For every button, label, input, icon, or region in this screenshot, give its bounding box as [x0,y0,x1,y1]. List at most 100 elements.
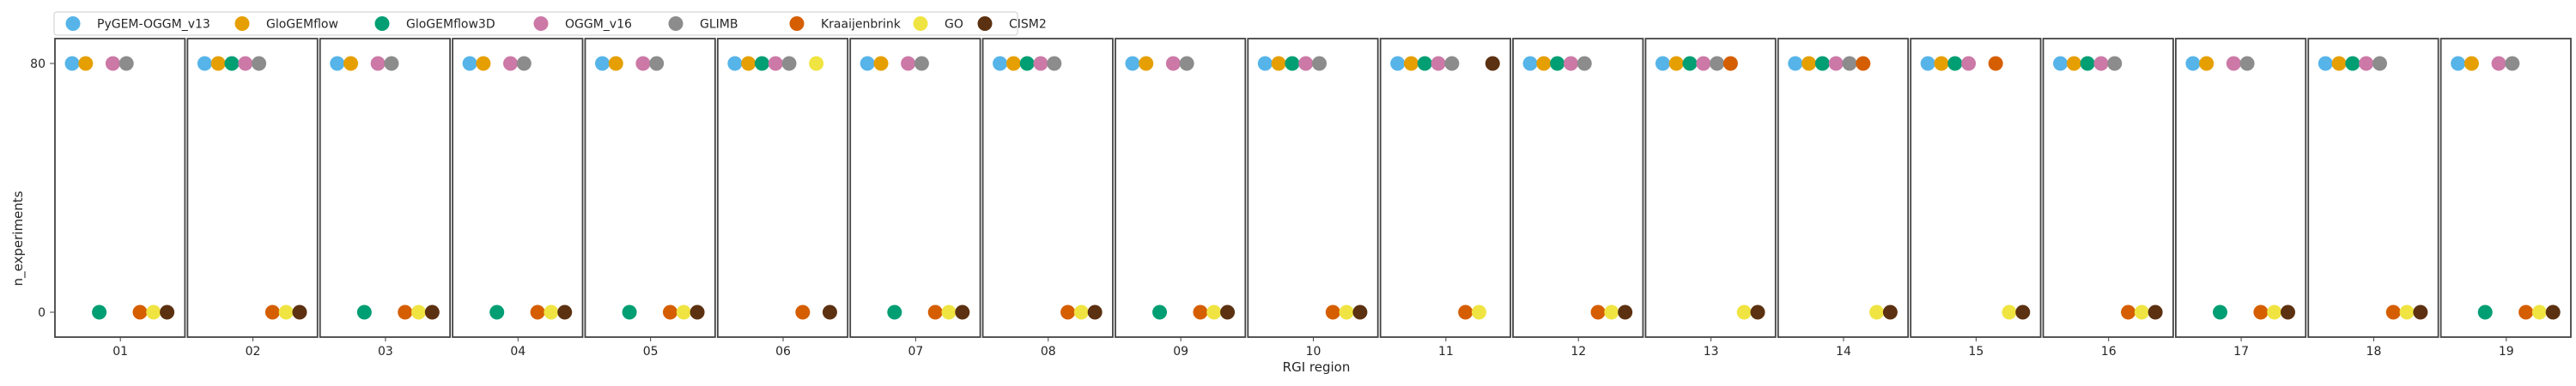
data-point [2385,305,2401,320]
x-tick-label: 15 [1968,345,1984,359]
legend-label: CISM2 [1009,18,1047,32]
data-point [2015,305,2031,320]
legend-label: OGGM_v16 [565,18,632,32]
data-point [1750,305,1765,320]
data-point [503,56,519,71]
data-point [476,56,491,71]
data-point [1271,56,1286,71]
legend-marker [913,16,928,31]
data-point [1087,305,1103,320]
data-point [1522,56,1538,71]
x-axis-label: RGI region [1283,359,1351,375]
region-panel [584,38,716,338]
data-point [1471,305,1486,320]
data-point [1206,305,1222,320]
data-point [1618,305,1633,320]
data-point [1934,56,1949,71]
data-point [2518,305,2534,320]
data-point [1444,56,1460,71]
x-tick-label: 11 [1438,345,1454,359]
data-point [1352,305,1368,320]
data-point [210,56,226,71]
legend-label: GO [945,18,963,32]
data-point [2226,56,2241,71]
data-point [2331,56,2347,71]
data-point [132,305,148,320]
legend-item: GloGEMflow [234,16,338,32]
data-point [146,305,161,320]
legend-label: PyGEM-OGGM_v13 [97,18,210,32]
data-point [1417,56,1432,71]
legend-item: GloGEMflow3D [374,16,495,32]
data-point [1710,56,1725,71]
data-point [1390,56,1406,71]
data-point [1536,56,1552,71]
legend-marker [533,16,549,31]
data-point [1696,56,1711,71]
data-point [1165,56,1181,71]
data-point [1485,56,1500,71]
data-point [1298,56,1314,71]
data-point [424,305,440,320]
data-point [252,56,267,71]
region-panel [319,38,452,338]
data-point [1060,305,1076,320]
data-point [941,305,957,320]
data-point [118,56,134,71]
data-point [557,305,573,320]
data-point [1842,56,1857,71]
legend-item: GLIMB [668,16,738,32]
data-point [356,305,372,320]
region-panel [1777,38,1910,338]
data-point [2505,56,2520,71]
data-point [2464,56,2479,71]
data-point [398,305,413,320]
data-point [781,56,797,71]
data-point [1801,56,1817,71]
data-point [2199,56,2215,71]
x-tick-label: 03 [378,345,393,359]
data-point [2372,56,2387,71]
x-tick-label: 01 [112,345,128,359]
data-point [1988,56,2003,71]
data-point [411,305,427,320]
data-point [2239,56,2255,71]
data-point [622,305,637,320]
data-point [1655,56,1670,71]
data-point [1550,56,1565,71]
data-point [1947,56,1963,71]
data-point [1220,305,1236,320]
data-point [92,305,107,320]
x-tick-label: 18 [2366,345,2382,359]
data-point [292,305,307,320]
data-point [1961,56,1977,71]
data-point [64,56,80,71]
data-point [224,56,240,71]
data-point [2345,56,2360,71]
legend: PyGEM-OGGM_v13 GloGEMflow GloGEMflow3D OGGM… [53,11,1047,36]
data-point [1019,56,1035,71]
data-point [1604,305,1619,320]
x-tick-label: 13 [1704,345,1719,359]
data-point [462,56,477,71]
legend-item: PyGEM-OGGM_v13 [65,16,210,32]
data-point [2121,305,2136,320]
x-axis: 01 02 03 04 05 06 07 08 09 10 11 12 13 14 15 16 17 18 19 [112,337,2514,359]
data-point [2399,305,2415,320]
data-point [1856,56,1871,71]
data-point [1047,56,1062,71]
region-panel [2439,38,2572,338]
data-point [887,305,902,320]
data-point [2253,305,2269,320]
data-point [1073,305,1089,320]
x-tick-label: 07 [908,345,923,359]
x-tick-label: 04 [510,345,526,359]
x-tick-label: 16 [2101,345,2117,359]
data-point [1682,56,1698,71]
data-point [860,56,875,71]
data-point [2413,305,2428,320]
data-point [1563,56,1578,71]
data-point [1193,305,1208,320]
data-point [914,56,929,71]
